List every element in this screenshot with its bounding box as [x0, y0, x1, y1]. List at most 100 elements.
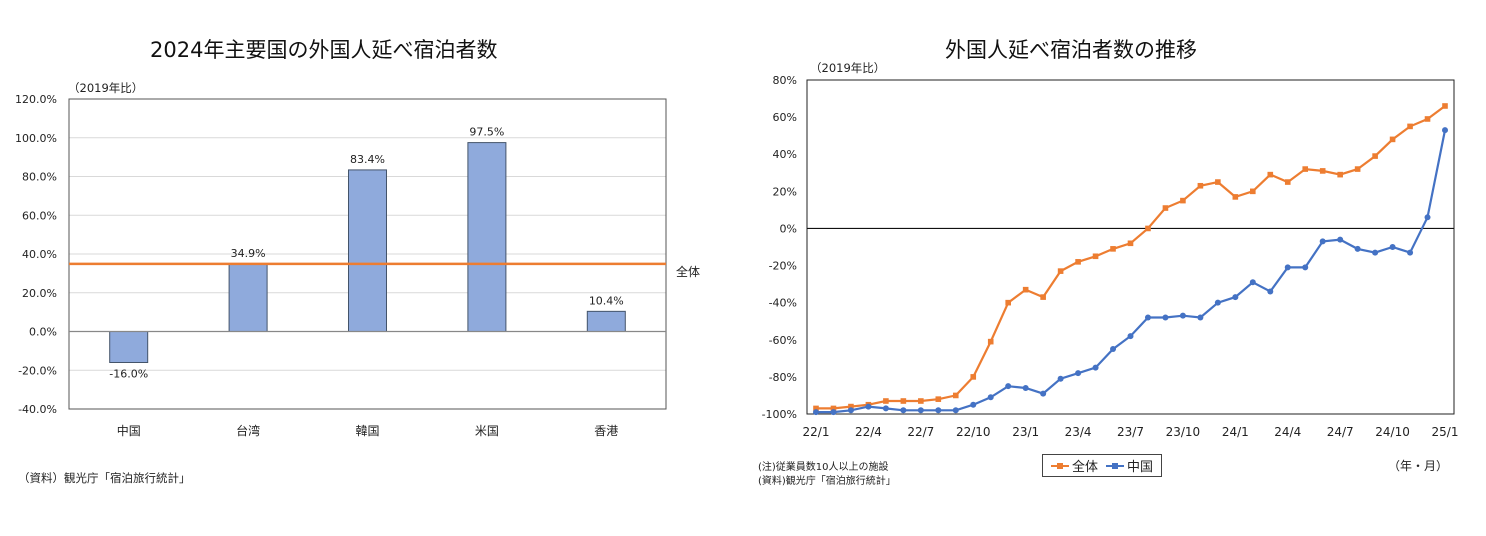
line-chart-unit-note: （2019年比）	[810, 61, 886, 75]
data-marker	[1040, 294, 1046, 300]
data-marker	[1162, 205, 1169, 211]
x-tick-label: 25/1	[1432, 425, 1459, 439]
data-marker	[1302, 264, 1309, 271]
data-marker	[1442, 103, 1448, 109]
data-marker	[1144, 314, 1151, 321]
legend-label-china: 中国	[1127, 460, 1154, 475]
x-tick-label: 22/4	[855, 425, 882, 439]
y-tick-label: 80.0%	[22, 171, 57, 184]
data-marker	[1389, 244, 1396, 250]
legend-swatch-total	[1051, 462, 1069, 469]
y-tick-label: 20%	[773, 185, 797, 198]
data-marker	[1407, 123, 1413, 130]
data-marker	[1407, 249, 1414, 256]
data-marker	[900, 398, 907, 404]
data-marker	[1267, 171, 1274, 178]
data-marker	[1075, 259, 1081, 265]
data-marker	[1215, 179, 1221, 185]
data-marker	[1092, 364, 1099, 371]
data-marker	[1424, 214, 1431, 221]
data-marker	[813, 405, 819, 412]
data-marker	[813, 409, 819, 416]
data-marker	[952, 407, 959, 414]
legend-label-total: 全体	[1072, 460, 1099, 475]
legend-item-china: 中国	[1106, 456, 1153, 475]
data-marker	[830, 409, 837, 416]
data-marker	[1180, 197, 1186, 204]
x-tick-label: 24/7	[1327, 425, 1354, 439]
data-marker	[1249, 279, 1256, 286]
data-marker	[1372, 153, 1378, 159]
series-line-total	[816, 105, 1446, 410]
data-marker	[1057, 268, 1064, 274]
data-marker	[900, 407, 907, 414]
y-tick-label: 0%	[780, 222, 797, 235]
x-tick-label: 22/10	[956, 425, 991, 439]
data-marker	[1162, 314, 1169, 321]
y-tick-label: 40%	[773, 148, 797, 161]
reference-line-label: 全体	[676, 265, 701, 279]
legend-item-total: 全体	[1051, 456, 1098, 475]
bar	[109, 331, 149, 363]
data-marker	[1005, 383, 1012, 390]
data-marker	[1214, 299, 1221, 306]
bar-chart-plot: 120.0% 100.0% 80.0% 60.0% 40.0% 20.0% 0.0% -20.…	[15, 93, 667, 438]
y-tick-label: -20%	[769, 260, 797, 273]
data-marker	[1354, 166, 1361, 172]
line-chart-plot: 80% 60% 40% 20% 0% -20% -40% -60% -80% -100% 22/1 2…	[762, 74, 1459, 439]
y-tick-label: 60%	[773, 111, 797, 124]
x-tick-label: 24/4	[1274, 425, 1301, 439]
data-marker	[1179, 312, 1186, 319]
legend-swatch-china	[1106, 462, 1125, 469]
data-marker	[1145, 225, 1151, 232]
bar	[348, 169, 387, 332]
bar	[586, 310, 626, 333]
data-marker	[987, 394, 994, 401]
line-chart-title: 外国人延べ宿泊者数の推移	[945, 38, 1197, 62]
bar	[467, 142, 507, 332]
bar-value-label: 34.9%	[231, 247, 266, 260]
x-tick-label: 24/10	[1375, 425, 1410, 439]
data-marker	[830, 405, 837, 412]
bar-chart-title: 2024年主要国の外国人延べ宿泊者数	[150, 38, 498, 62]
line-chart-panel: 外国人延べ宿泊者数の推移 （2019年比） 80% 60% 40% 20% 0% -20%…	[740, 0, 1486, 536]
data-marker	[1232, 194, 1239, 200]
data-marker	[1389, 136, 1396, 143]
y-tick-label: 100.0%	[15, 132, 57, 145]
plot-border	[806, 79, 1455, 415]
x-tick-label: 23/7	[1117, 425, 1144, 439]
data-marker	[1250, 188, 1256, 195]
data-marker	[1232, 294, 1239, 301]
x-tick-label: 23/4	[1065, 425, 1092, 439]
line-chart-source: (資料)観光庁「宿泊旅行統計」	[758, 476, 896, 487]
data-marker	[1442, 127, 1448, 134]
data-marker	[1337, 171, 1343, 178]
bar-chart-panel: 2024年主要国の外国人延べ宿泊者数 （2019年比） 120.0% 100.0%…	[0, 0, 740, 536]
data-marker	[1284, 179, 1291, 185]
data-marker	[883, 398, 889, 404]
y-tick-label: -40%	[769, 297, 797, 310]
data-marker	[970, 401, 977, 408]
data-marker	[1354, 245, 1361, 252]
data-marker	[865, 403, 872, 410]
x-category-label: 米国	[475, 424, 499, 438]
x-axis-unit: （年・月）	[1388, 459, 1449, 473]
data-marker	[1267, 288, 1274, 295]
x-category-label: 韓国	[355, 424, 379, 438]
plot-border	[68, 98, 667, 410]
line-chart-note: (注)従業員数10人以上の施設	[758, 462, 889, 473]
bar-chart-unit-note: （2019年比）	[68, 81, 144, 95]
bar-chart-source: （資料）観光庁「宿泊旅行統計」	[18, 471, 191, 485]
bar-value-label: 97.5%	[469, 126, 504, 139]
data-marker	[1319, 168, 1326, 174]
y-tick-label: 120.0%	[15, 93, 57, 106]
data-marker	[1319, 238, 1326, 245]
y-tick-label: 40.0%	[22, 248, 57, 261]
bar-value-label: 10.4%	[589, 294, 624, 307]
data-marker	[1284, 264, 1291, 271]
data-marker	[935, 396, 942, 402]
x-category-label: 香港	[594, 424, 618, 438]
x-tick-label: 23/1	[1012, 425, 1039, 439]
data-marker	[1022, 385, 1029, 392]
data-marker	[1372, 249, 1379, 256]
